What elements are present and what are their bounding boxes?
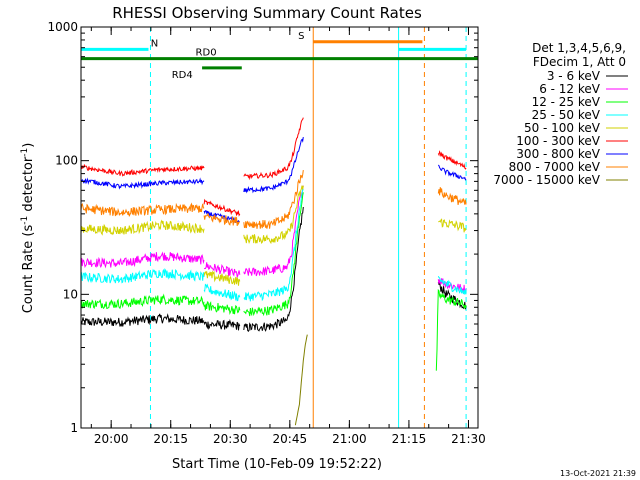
- legend-label-0: 3 - 6 keV: [547, 69, 601, 83]
- flag-label-3: RD4: [172, 70, 193, 81]
- series-1-segment-1: [203, 262, 241, 279]
- series-3-segment-0: [81, 268, 205, 284]
- series-3-segment-2: [243, 187, 304, 302]
- series-1-segment-2: [243, 185, 304, 277]
- legend-header-line-1: Det 1,3,4,5,6,9,: [532, 41, 626, 55]
- legend-label-6: 300 - 800 keV: [516, 147, 600, 161]
- series-8-segment-0: [294, 334, 308, 426]
- x-tick-label-4: 21:00: [332, 432, 367, 446]
- series-4-segment-3: [438, 218, 467, 233]
- y-axis-label: Count Rate (s-1 detector-1): [20, 143, 36, 314]
- y-tick-label-1: 10: [63, 287, 78, 301]
- series-0-segment-2: [243, 206, 304, 332]
- legend-label-8: 7000 - 15000 keV: [493, 173, 600, 187]
- x-tick-label-3: 20:45: [273, 432, 308, 446]
- series-6-segment-2: [243, 137, 304, 194]
- x-axis-label: Start Time (10-Feb-09 19:52:22): [172, 457, 382, 472]
- legend-label-5: 100 - 300 keV: [516, 134, 600, 148]
- series-5-segment-3: [437, 150, 467, 170]
- y-tick-label-0: 1: [70, 421, 78, 435]
- series-6-segment-1: [203, 210, 240, 225]
- series-3-segment-1: [203, 283, 241, 302]
- x-tick-label-1: 20:15: [153, 432, 188, 446]
- series-7-segment-3: [437, 187, 467, 205]
- series-4-segment-0: [81, 219, 205, 236]
- flag-label-1: S: [298, 31, 304, 42]
- series-7-segment-2: [243, 170, 304, 229]
- y-tick-label-3: 1000: [47, 20, 78, 34]
- legend-label-3: 25 - 50 keV: [532, 108, 601, 122]
- series-2-segment-1: [203, 301, 241, 316]
- legend: Det 1,3,4,5,6,9, FDecim 1, Att 0 3 - 6 k…: [493, 41, 628, 187]
- series-7-segment-0: [81, 202, 205, 217]
- series-7-segment-1: [203, 213, 241, 226]
- series-5-segment-0: [81, 163, 205, 177]
- x-tick-label-2: 20:30: [213, 432, 248, 446]
- x-tick-label-6: 21:30: [451, 432, 486, 446]
- y-tick-label-2: 100: [55, 154, 78, 168]
- series-4-segment-2: [243, 185, 304, 245]
- series-1-segment-3: [437, 278, 467, 294]
- x-tick-label-0: 20:00: [94, 432, 129, 446]
- flag-label-0: N: [151, 38, 158, 49]
- legend-label-7: 800 - 7000 keV: [509, 160, 601, 174]
- series-2-segment-2: [243, 192, 304, 317]
- series-0-segment-3: [437, 281, 467, 310]
- series-0-segment-0: [81, 313, 205, 327]
- legend-label-2: 12 - 25 keV: [532, 95, 601, 109]
- series-5-segment-2: [243, 117, 304, 181]
- series-2-segment-3: [435, 288, 467, 371]
- x-tick-label-5: 21:15: [392, 432, 427, 446]
- series-6-segment-0: [81, 177, 205, 190]
- series-2-segment-0: [81, 293, 205, 310]
- series-3-segment-3: [437, 275, 467, 295]
- series-4-segment-1: [203, 270, 241, 286]
- plot-frame: [80, 26, 479, 429]
- legend-label-1: 6 - 12 keV: [539, 82, 601, 96]
- legend-label-4: 50 - 100 keV: [524, 121, 601, 135]
- date-stamp: 13-Oct-2021 21:39: [560, 469, 636, 478]
- series-5-segment-1: [203, 198, 241, 217]
- series-6-segment-3: [437, 164, 467, 181]
- series-1-segment-0: [81, 251, 205, 269]
- chart-title: RHESSI Observing Summary Count Rates: [112, 4, 422, 22]
- legend-header-line-2: FDecim 1, Att 0: [533, 55, 626, 69]
- series-0-segment-1: [203, 319, 241, 331]
- flag-label-2: RD0: [196, 48, 217, 59]
